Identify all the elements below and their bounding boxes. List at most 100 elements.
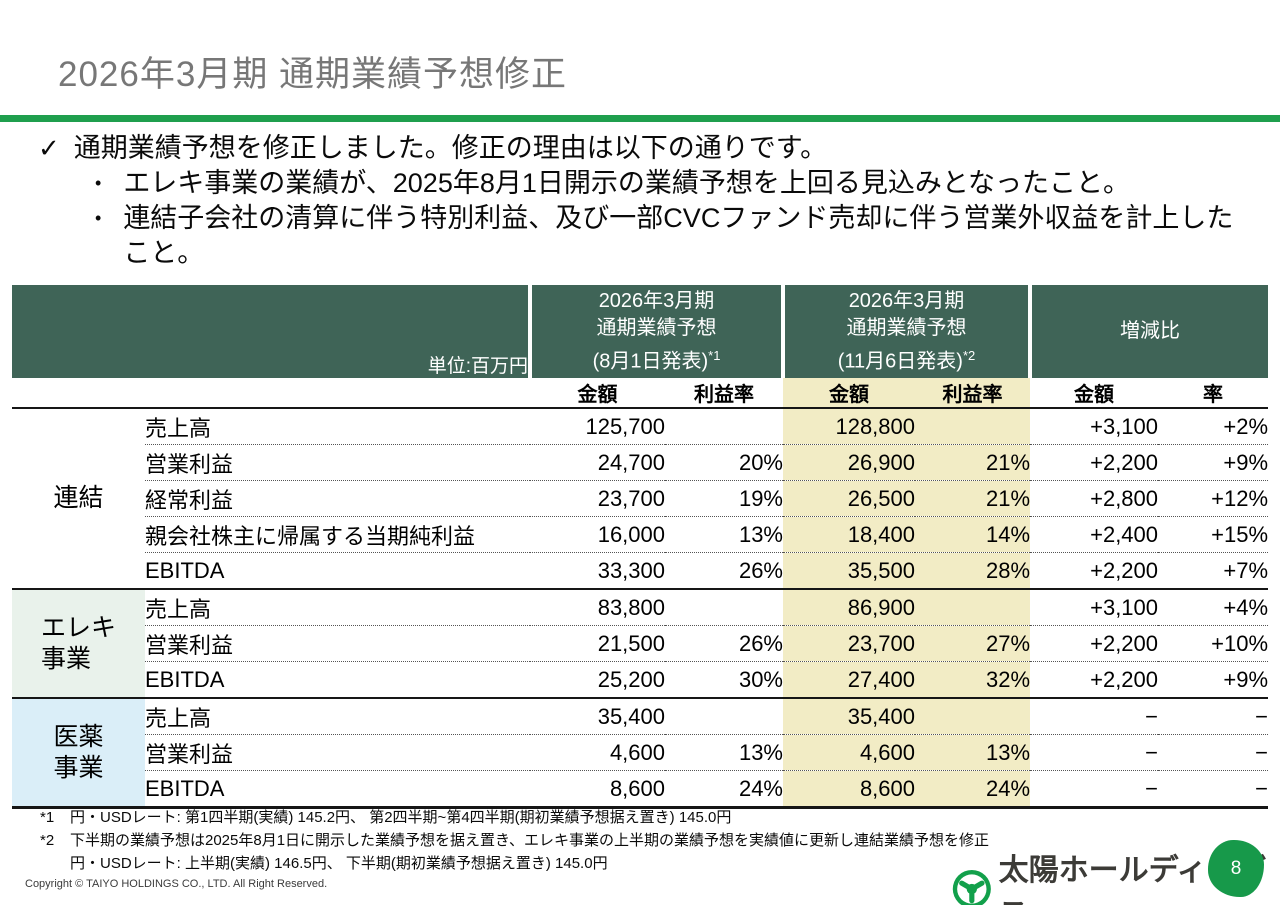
page-title: 2026年3月期 通期業績予想修正 — [58, 55, 568, 94]
cell-diff-amount: +2,200 — [1030, 444, 1159, 481]
cell-nov-amount: 26,500 — [783, 480, 915, 517]
cell-item: 売上高 — [145, 698, 530, 735]
cell-aug-amount: 35,400 — [530, 698, 665, 735]
footnote-1: *1 円・USDレート: 第1四半期(実績) 145.2円、 第2四半期~第4四… — [40, 806, 989, 829]
cell-nov-margin — [915, 408, 1031, 445]
header-august-forecast: 2026年3月期 通期業績予想 (8月1日発表)*1 — [528, 285, 783, 378]
cell-item: EBITDA — [145, 557, 225, 583]
cell-aug-margin: 13% — [665, 734, 783, 771]
cell-diff-amount: +2,400 — [1030, 516, 1159, 553]
cell-diff-rate: − — [1158, 698, 1269, 735]
group-pharma: 医薬 事業 売上高 35,400 35,400 − − 営業利益 4,600 1… — [12, 698, 1269, 808]
cell-nov-amount: 18,400 — [783, 516, 915, 553]
cell-aug-margin — [665, 408, 783, 445]
title-accent-rule — [0, 115, 1280, 122]
footnote-1-ref: *1 — [40, 809, 55, 826]
cell-nov-margin: 14% — [915, 516, 1031, 553]
cell-item: 営業利益 — [145, 625, 530, 662]
checkmark-icon: ✓ — [38, 133, 60, 163]
cell-item: EBITDA — [145, 666, 225, 692]
subheader-diff-rate: 率 — [1158, 378, 1269, 409]
cell-aug-amount: 21,500 — [530, 625, 665, 662]
cell-nov-margin: 21% — [915, 480, 1031, 517]
intro-bullet-2: • 連結子会社の清算に伴う特別利益、及び一部CVCファンド売却に伴う営業外収益を… — [95, 201, 1235, 271]
cell-nov-margin: 13% — [915, 734, 1031, 771]
cell-aug-amount: 24,700 — [530, 444, 665, 481]
cell-nov-amount: 4,600 — [783, 734, 915, 771]
footnote-ref-1: *1 — [708, 347, 721, 363]
cell-diff-rate: +15% — [1158, 516, 1269, 553]
cell-item: 営業利益 — [145, 444, 530, 481]
cell-nov-amount: 35,500 — [783, 552, 915, 589]
group-label-electronics: エレキ 事業 — [12, 589, 145, 698]
cell-aug-margin: 20% — [665, 444, 783, 481]
cell-diff-rate: − — [1255, 775, 1269, 801]
cell-nov-amount: 128,800 — [783, 408, 915, 445]
table-subheader-row: 金額 利益率 金額 利益率 金額 率 — [12, 378, 1269, 409]
cell-aug-margin: 26% — [738, 557, 783, 583]
footnotes: *1 円・USDレート: 第1四半期(実績) 145.2円、 第2四半期~第4四… — [40, 806, 989, 875]
cell-item: EBITDA — [145, 775, 225, 801]
cell-diff-amount: +3,100 — [1030, 589, 1159, 626]
footnote-2: *2 下半期の業績予想は2025年8月1日に開示した業績予想を据え置き、エレキ事… — [40, 829, 989, 852]
cell-item: 親会社株主に帰属する当期純利益 — [145, 516, 530, 553]
bullet-icon: • — [95, 173, 102, 193]
cell-diff-rate: +7% — [1223, 557, 1269, 583]
cell-nov-amount: 35,400 — [783, 698, 915, 735]
copyright-text: Copyright © TAIYO HOLDINGS CO., LTD. All… — [25, 878, 328, 890]
table-row: 営業利益 21,500 26% 23,700 27% +2,200 +10% — [12, 625, 1269, 662]
subheader-empty — [12, 378, 530, 409]
cell-item: 売上高 — [145, 589, 530, 626]
table-row: 医薬 事業 売上高 35,400 35,400 − − — [12, 698, 1269, 808]
header-november-line3: (11月6日発表)*2 — [837, 347, 976, 373]
cell-aug-margin — [665, 589, 783, 626]
table-row: 営業利益 4,600 13% 4,600 13% − − — [12, 734, 1269, 771]
table-row: EBITDA 33,300 26% 35,500 28% +2,200 +7% — [12, 552, 1269, 589]
cell-item: 売上高 — [145, 408, 530, 445]
table-row: 親会社株主に帰属する当期純利益 16,000 13% 18,400 14% +2… — [12, 516, 1269, 553]
cell-aug-margin: 30% — [738, 666, 783, 692]
cell-aug-amount: 8,600 — [609, 775, 665, 801]
cell-diff-amount: − — [1030, 734, 1159, 771]
cell-diff-rate: +10% — [1158, 625, 1269, 662]
intro-bullet-1: • エレキ事業の業績が、2025年8月1日開示の業績予想を上回る見込みとなったこ… — [95, 166, 1235, 201]
cell-diff-rate: +4% — [1158, 589, 1269, 626]
header-november-forecast: 2026年3月期 通期業績予想 (11月6日発表)*2 — [780, 285, 1031, 378]
footnote-2-text: 下半期の業績予想は2025年8月1日に開示した業績予想を据え置き、エレキ事業の上… — [70, 832, 990, 849]
header-november-line2: 通期業績予想 — [846, 316, 967, 339]
subheader-diff-amount: 金額 — [1030, 378, 1159, 409]
footnote-2-continuation: 円・USDレート: 上半期(実績) 146.5円、 下半期(期初業績予想据え置き… — [70, 855, 608, 872]
table-row: 連結 売上高 125,700 128,800 +3,100 +2% — [12, 408, 1269, 512]
table-header-row: 単位:百万円 2026年3月期 通期業績予想 (8月1日発表)*1 2026年3… — [12, 285, 1269, 378]
subheader-aug-amount: 金額 — [530, 378, 665, 409]
cell-diff-amount: +2,200 — [1030, 625, 1159, 662]
cell-nov-amount: 26,900 — [783, 444, 915, 481]
cell-aug-amount: 83,800 — [530, 589, 665, 626]
cell-diff-amount: − — [1030, 698, 1159, 735]
cell-diff-rate: +9% — [1223, 666, 1269, 692]
forecast-table: 単位:百万円 2026年3月期 通期業績予想 (8月1日発表)*1 2026年3… — [12, 285, 1269, 809]
cell-aug-amount: 4,600 — [530, 734, 665, 771]
group-label-consolidated: 連結 — [53, 484, 104, 512]
page-number: 8 — [1230, 857, 1242, 879]
header-august-line1: 2026年3月期 — [598, 289, 715, 312]
group-electronics: エレキ 事業 売上高 83,800 86,900 +3,100 +4% 営業利益… — [12, 589, 1269, 698]
cell-diff-rate: +12% — [1158, 480, 1269, 517]
footnote-2-ref: *2 — [40, 832, 55, 849]
cell-diff-amount: +2,200 — [1090, 557, 1159, 583]
cell-aug-amount: 25,200 — [597, 666, 665, 692]
table-row: 営業利益 24,700 20% 26,900 21% +2,200 +9% — [12, 444, 1269, 481]
cell-diff-amount: − — [1145, 775, 1159, 801]
cell-nov-margin: 27% — [915, 625, 1031, 662]
cell-aug-amount: 16,000 — [530, 516, 665, 553]
cell-diff-amount: +2,800 — [1030, 480, 1159, 517]
cell-nov-margin: 24% — [915, 770, 1031, 808]
cell-nov-amount: 23,700 — [783, 625, 915, 662]
cell-aug-margin: 26% — [665, 625, 783, 662]
group-consolidated: 連結 売上高 125,700 128,800 +3,100 +2% 営業利益 2… — [12, 408, 1269, 589]
header-change: 増減比 — [1028, 285, 1269, 378]
intro-block: ✓ 通期業績予想を修正しました。修正の理由は以下の通りです。 • エレキ事業の業… — [38, 131, 1235, 271]
subheader-nov-amount: 金額 — [783, 378, 915, 409]
cell-diff-amount: +3,100 — [1030, 408, 1159, 445]
unit-label-cell: 単位:百万円 — [12, 285, 530, 378]
